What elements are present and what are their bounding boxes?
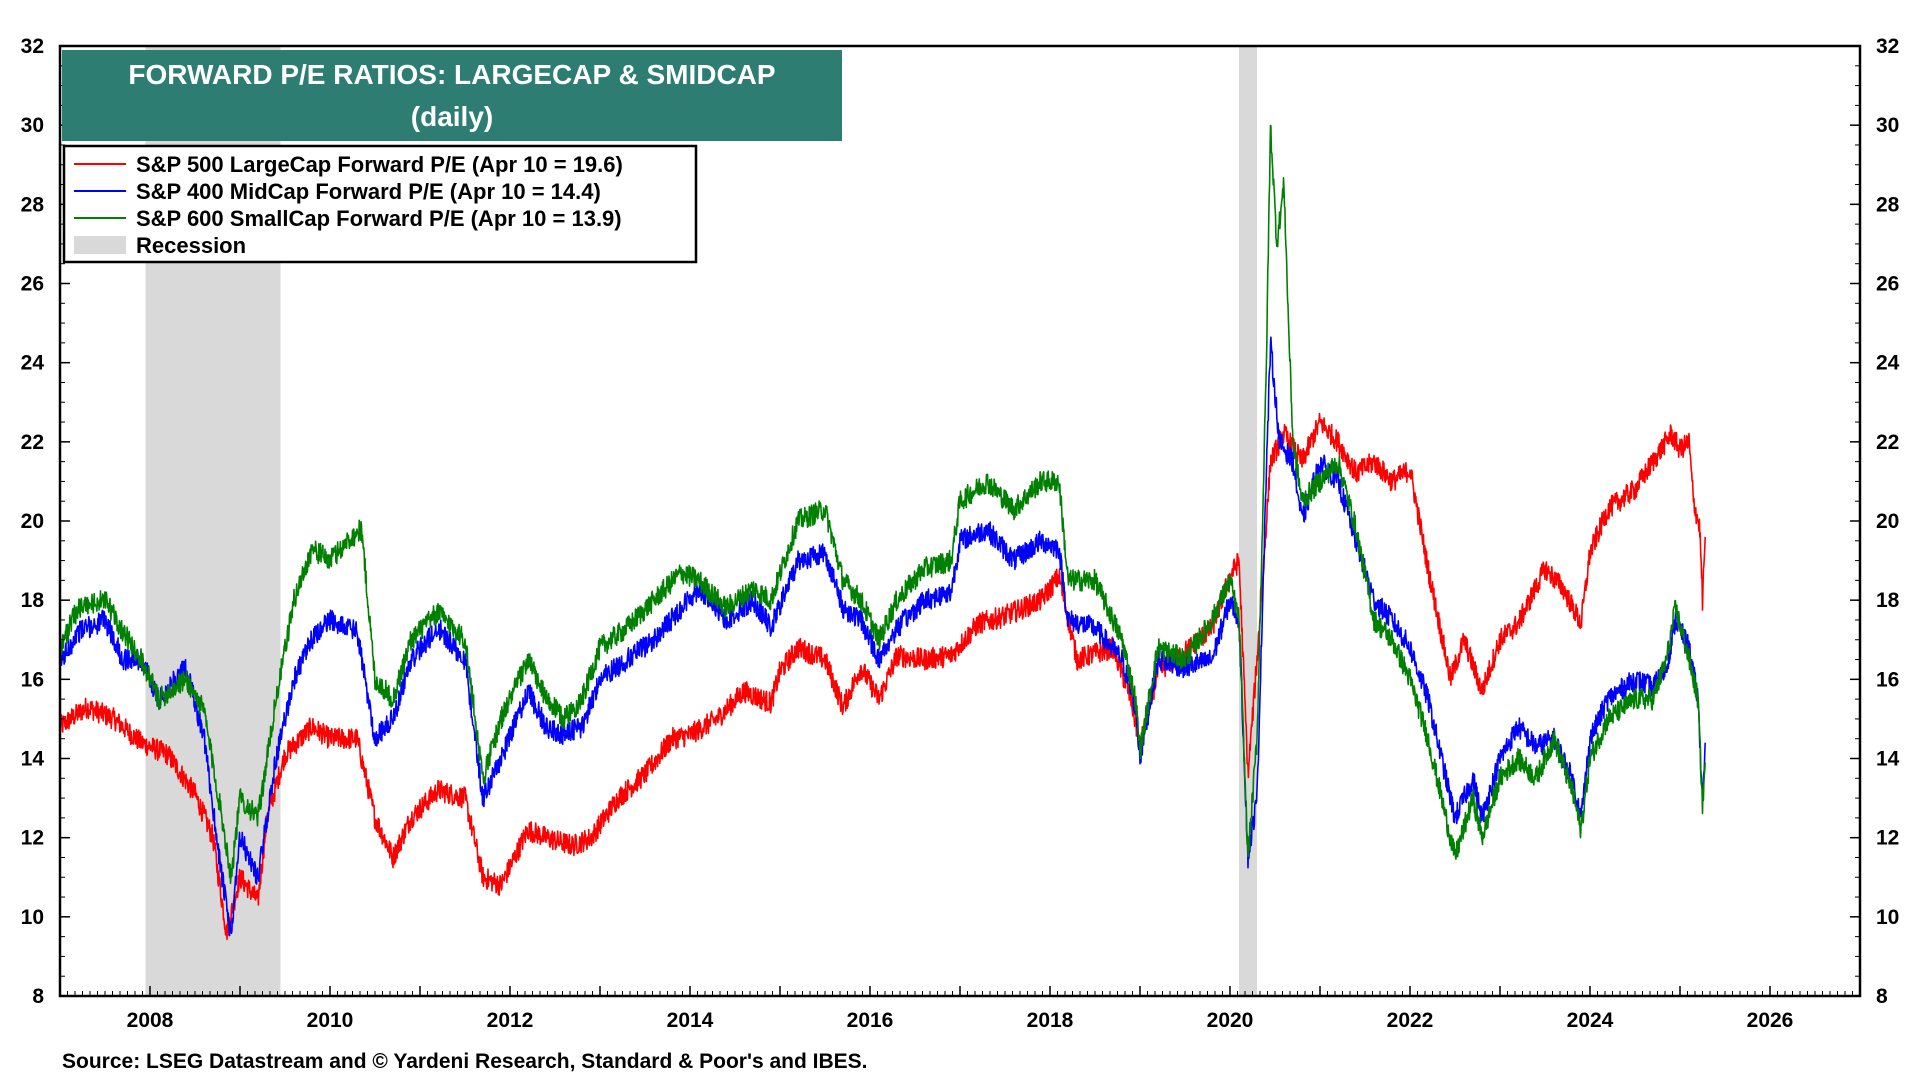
y-tick-label-right: 28	[1876, 193, 1900, 216]
chart-title: FORWARD P/E RATIOS: LARGECAP & SMIDCAP	[128, 59, 775, 90]
x-tick-label: 2014	[667, 1009, 714, 1032]
y-tick-label-left: 28	[21, 193, 45, 216]
y-axis: 8 8 10 10 12 12 14 14 16 16 18 18 20 20 22 22 24 24 26 26 28…	[21, 35, 1900, 1008]
legend-box	[62, 144, 698, 264]
legend: S&P 500 LargeCap Forward P/E (Apr 10 = 1…	[62, 144, 698, 264]
y-tick-label-left: 32	[21, 35, 44, 58]
legend-swatch-recession	[74, 236, 126, 254]
x-tick-label: 2022	[1387, 1009, 1434, 1032]
x-tick-label: 2012	[487, 1009, 534, 1032]
title-background	[62, 50, 842, 141]
y-tick-label-left: 18	[21, 589, 45, 612]
y-tick-label-left: 30	[21, 114, 44, 137]
y-tick-label-right: 12	[1876, 827, 1899, 850]
series-line-3	[59, 124, 1706, 885]
y-tick-label-right: 32	[1876, 35, 1899, 58]
y-tick-label-left: 16	[21, 668, 44, 691]
x-tick-label: 2008	[127, 1009, 174, 1032]
y-tick-label-right: 14	[1876, 748, 1900, 771]
y-tick-label-left: 12	[21, 827, 44, 850]
y-tick-label-left: 22	[21, 431, 44, 454]
legend-label-3: S&P 600 SmallCap Forward P/E (Apr 10 = 1…	[136, 206, 622, 231]
y-tick-label-right: 16	[1876, 668, 1899, 691]
y-tick-label-right: 24	[1876, 352, 1900, 375]
x-tick-label: 2026	[1747, 1009, 1794, 1032]
y-tick-label-right: 22	[1876, 431, 1899, 454]
x-axis: 2008 2010 2012 2014 2016 2018 2020 2022 2024 2026	[59, 986, 1861, 1032]
y-tick-label-right: 30	[1876, 114, 1899, 137]
title-box: FORWARD P/E RATIOS: LARGECAP & SMIDCAP (…	[62, 50, 842, 141]
y-tick-label-right: 18	[1876, 589, 1900, 612]
x-tick-label: 2020	[1207, 1009, 1254, 1032]
source-note: Source: LSEG Datastream and © Yardeni Re…	[62, 1050, 868, 1073]
x-tick-label: 2016	[847, 1009, 894, 1032]
legend-label-1: S&P 500 LargeCap Forward P/E (Apr 10 = 1…	[136, 152, 623, 177]
y-tick-label-left: 10	[21, 906, 44, 929]
x-tick-label: 2010	[307, 1009, 354, 1032]
y-tick-label-left: 14	[21, 748, 45, 771]
x-tick-label: 2024	[1567, 1009, 1614, 1032]
y-tick-label-left: 26	[21, 273, 44, 296]
series-line-2	[59, 336, 1706, 937]
y-tick-label-left: 24	[21, 352, 45, 375]
y-tick-label-left: 8	[32, 985, 44, 1008]
chart-subtitle: (daily)	[411, 101, 493, 132]
legend-label-2: S&P 400 MidCap Forward P/E (Apr 10 = 14.…	[136, 179, 601, 204]
y-tick-label-right: 8	[1876, 985, 1888, 1008]
series-line-1	[59, 412, 1706, 941]
x-tick-label: 2018	[1027, 1009, 1074, 1032]
series-lines	[59, 124, 1706, 941]
y-tick-label-right: 10	[1876, 906, 1899, 929]
y-tick-label-right: 20	[1876, 510, 1899, 533]
y-tick-label-right: 26	[1876, 273, 1899, 296]
y-tick-label-left: 20	[21, 510, 44, 533]
legend-label-4: Recession	[136, 233, 246, 258]
